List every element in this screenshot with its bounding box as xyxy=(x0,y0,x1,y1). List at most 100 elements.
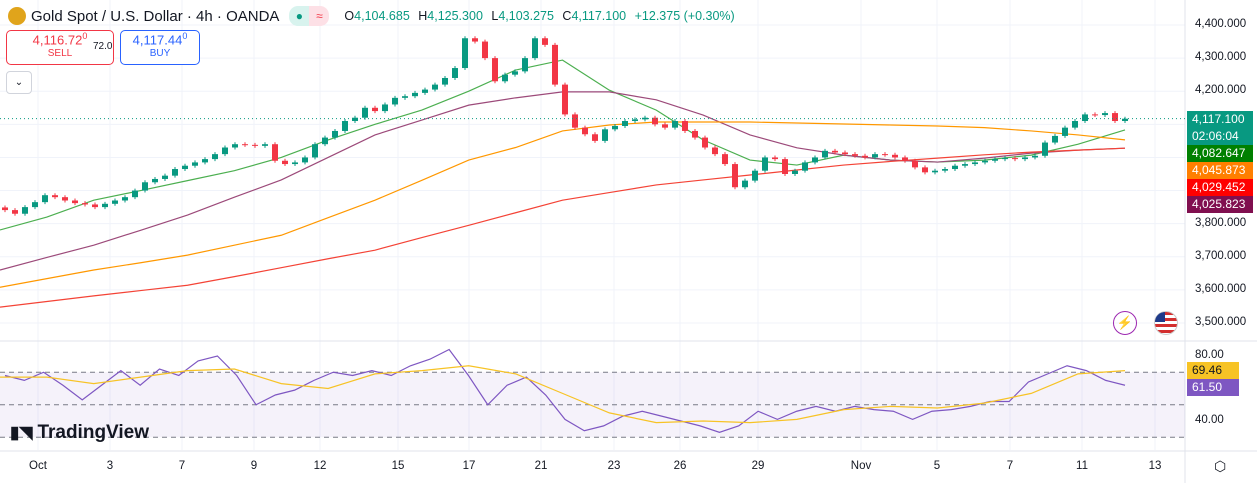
high-value: 4,125.300 xyxy=(427,9,483,23)
time-axis-label: 29 xyxy=(751,460,765,472)
sell-button[interactable]: 4,116.720 SELL xyxy=(6,30,114,65)
candle-body xyxy=(242,144,248,146)
buy-price-sup: 0 xyxy=(182,31,188,41)
candle-body xyxy=(902,157,908,161)
candle-body xyxy=(72,200,78,204)
candle-body xyxy=(562,84,568,115)
price-axis-label: 4,200.000 xyxy=(1195,84,1247,97)
candle-body xyxy=(982,160,988,163)
sell-label: SELL xyxy=(47,48,73,60)
time-axis-label: 7 xyxy=(1006,460,1014,472)
candle-body xyxy=(452,68,458,78)
open-value: 4,104.685 xyxy=(354,9,410,23)
settings-gear-icon[interactable]: ⬡ xyxy=(1214,458,1227,474)
candle-body xyxy=(292,162,298,165)
time-axis-label: Oct xyxy=(29,460,47,472)
candle-body xyxy=(142,182,148,191)
candle-body xyxy=(162,175,168,179)
candle-body xyxy=(202,159,208,163)
us-flag-icon[interactable] xyxy=(1154,311,1178,335)
candle-body xyxy=(802,162,808,171)
price-axis-label: 4,400.000 xyxy=(1195,18,1247,30)
candle-body xyxy=(402,96,408,98)
sell-price-sup: 0 xyxy=(82,31,88,41)
candle-body xyxy=(482,41,488,59)
close-label: C xyxy=(562,9,572,23)
candle-body xyxy=(92,204,98,208)
candle-body xyxy=(882,154,888,156)
candle-body xyxy=(652,117,658,125)
candle-body xyxy=(182,165,188,170)
candle-body xyxy=(1012,158,1018,160)
candle-body xyxy=(662,124,668,128)
status-pill[interactable]: ● ≈ xyxy=(289,6,330,26)
candle-body xyxy=(362,107,368,118)
candle-body xyxy=(132,190,138,198)
candle-body xyxy=(52,195,58,198)
spread-value: 72.0 xyxy=(93,41,113,52)
candle-body xyxy=(462,38,468,69)
moving-average-line xyxy=(0,147,1126,308)
close-value: 4,117.100 xyxy=(571,9,627,23)
candle-body xyxy=(122,197,128,201)
candle-body xyxy=(682,121,688,131)
candle-body xyxy=(932,170,938,173)
candle-body xyxy=(172,169,178,176)
price-axis-label: 3,600.000 xyxy=(1195,282,1247,295)
candle-body xyxy=(112,200,118,204)
symbol-title[interactable]: Gold Spot / U.S. Dollar · 4h · OANDA xyxy=(31,7,280,25)
candle-body xyxy=(752,170,758,181)
candle-body xyxy=(892,154,898,158)
candle-body xyxy=(812,157,818,163)
candle-body xyxy=(1032,155,1038,158)
candle-body xyxy=(992,159,998,161)
candle-body xyxy=(392,97,398,105)
candle-body xyxy=(702,137,708,148)
tradingview-logo[interactable]: ▮◥ TradingView xyxy=(10,422,149,444)
candle-body xyxy=(592,134,598,141)
price-tag-value: 4,025.823 xyxy=(1192,197,1246,211)
candle-body xyxy=(612,125,618,130)
buy-label: BUY xyxy=(149,48,171,60)
candle-body xyxy=(1062,127,1068,136)
rsi-band xyxy=(0,372,1185,438)
candle-body xyxy=(722,154,728,165)
candle-body xyxy=(102,203,108,208)
low-value: 4,103.275 xyxy=(498,9,554,23)
candle-body xyxy=(2,207,8,211)
time-axis-label: 9 xyxy=(250,460,258,472)
candle-body xyxy=(742,180,748,188)
rsi-ma-tag: 69.46 xyxy=(1187,362,1239,379)
time-axis-label: 21 xyxy=(534,460,548,472)
candle-body xyxy=(62,197,68,201)
candle-body xyxy=(442,77,448,85)
candle-body xyxy=(1072,121,1078,128)
candle-body xyxy=(1092,114,1098,116)
delayed-data-icon: ≈ xyxy=(309,6,330,26)
time-axis-label: 26 xyxy=(673,460,687,472)
candle-body xyxy=(1112,113,1118,122)
collapse-chevron-icon[interactable]: ⌄ xyxy=(6,71,32,94)
candle-body xyxy=(412,92,418,97)
candle-body xyxy=(1002,158,1008,160)
candle-body xyxy=(312,144,318,158)
candle-body xyxy=(232,144,238,148)
price-tag: 4,082.647 xyxy=(1187,145,1253,162)
price-axis-label: 3,800.000 xyxy=(1195,216,1247,229)
candle-body xyxy=(12,210,18,214)
candle-body xyxy=(852,154,858,156)
time-axis-label: 5 xyxy=(933,460,941,472)
candle-body xyxy=(152,178,158,183)
candle-body xyxy=(532,38,538,59)
candle-body xyxy=(522,58,528,72)
price-tag: 4,117.100 02:06:04 xyxy=(1187,111,1253,145)
open-label: O xyxy=(344,9,355,23)
candle-body xyxy=(622,121,628,126)
time-axis-label: 11 xyxy=(1076,460,1088,472)
price-tag-value: 4,117.100 xyxy=(1192,112,1245,126)
time-axis-label: 3 xyxy=(106,460,114,472)
candle-body xyxy=(22,207,28,214)
buy-button[interactable]: 4,117.440 BUY xyxy=(120,30,200,65)
lightning-icon[interactable]: ⚡ xyxy=(1113,311,1137,335)
